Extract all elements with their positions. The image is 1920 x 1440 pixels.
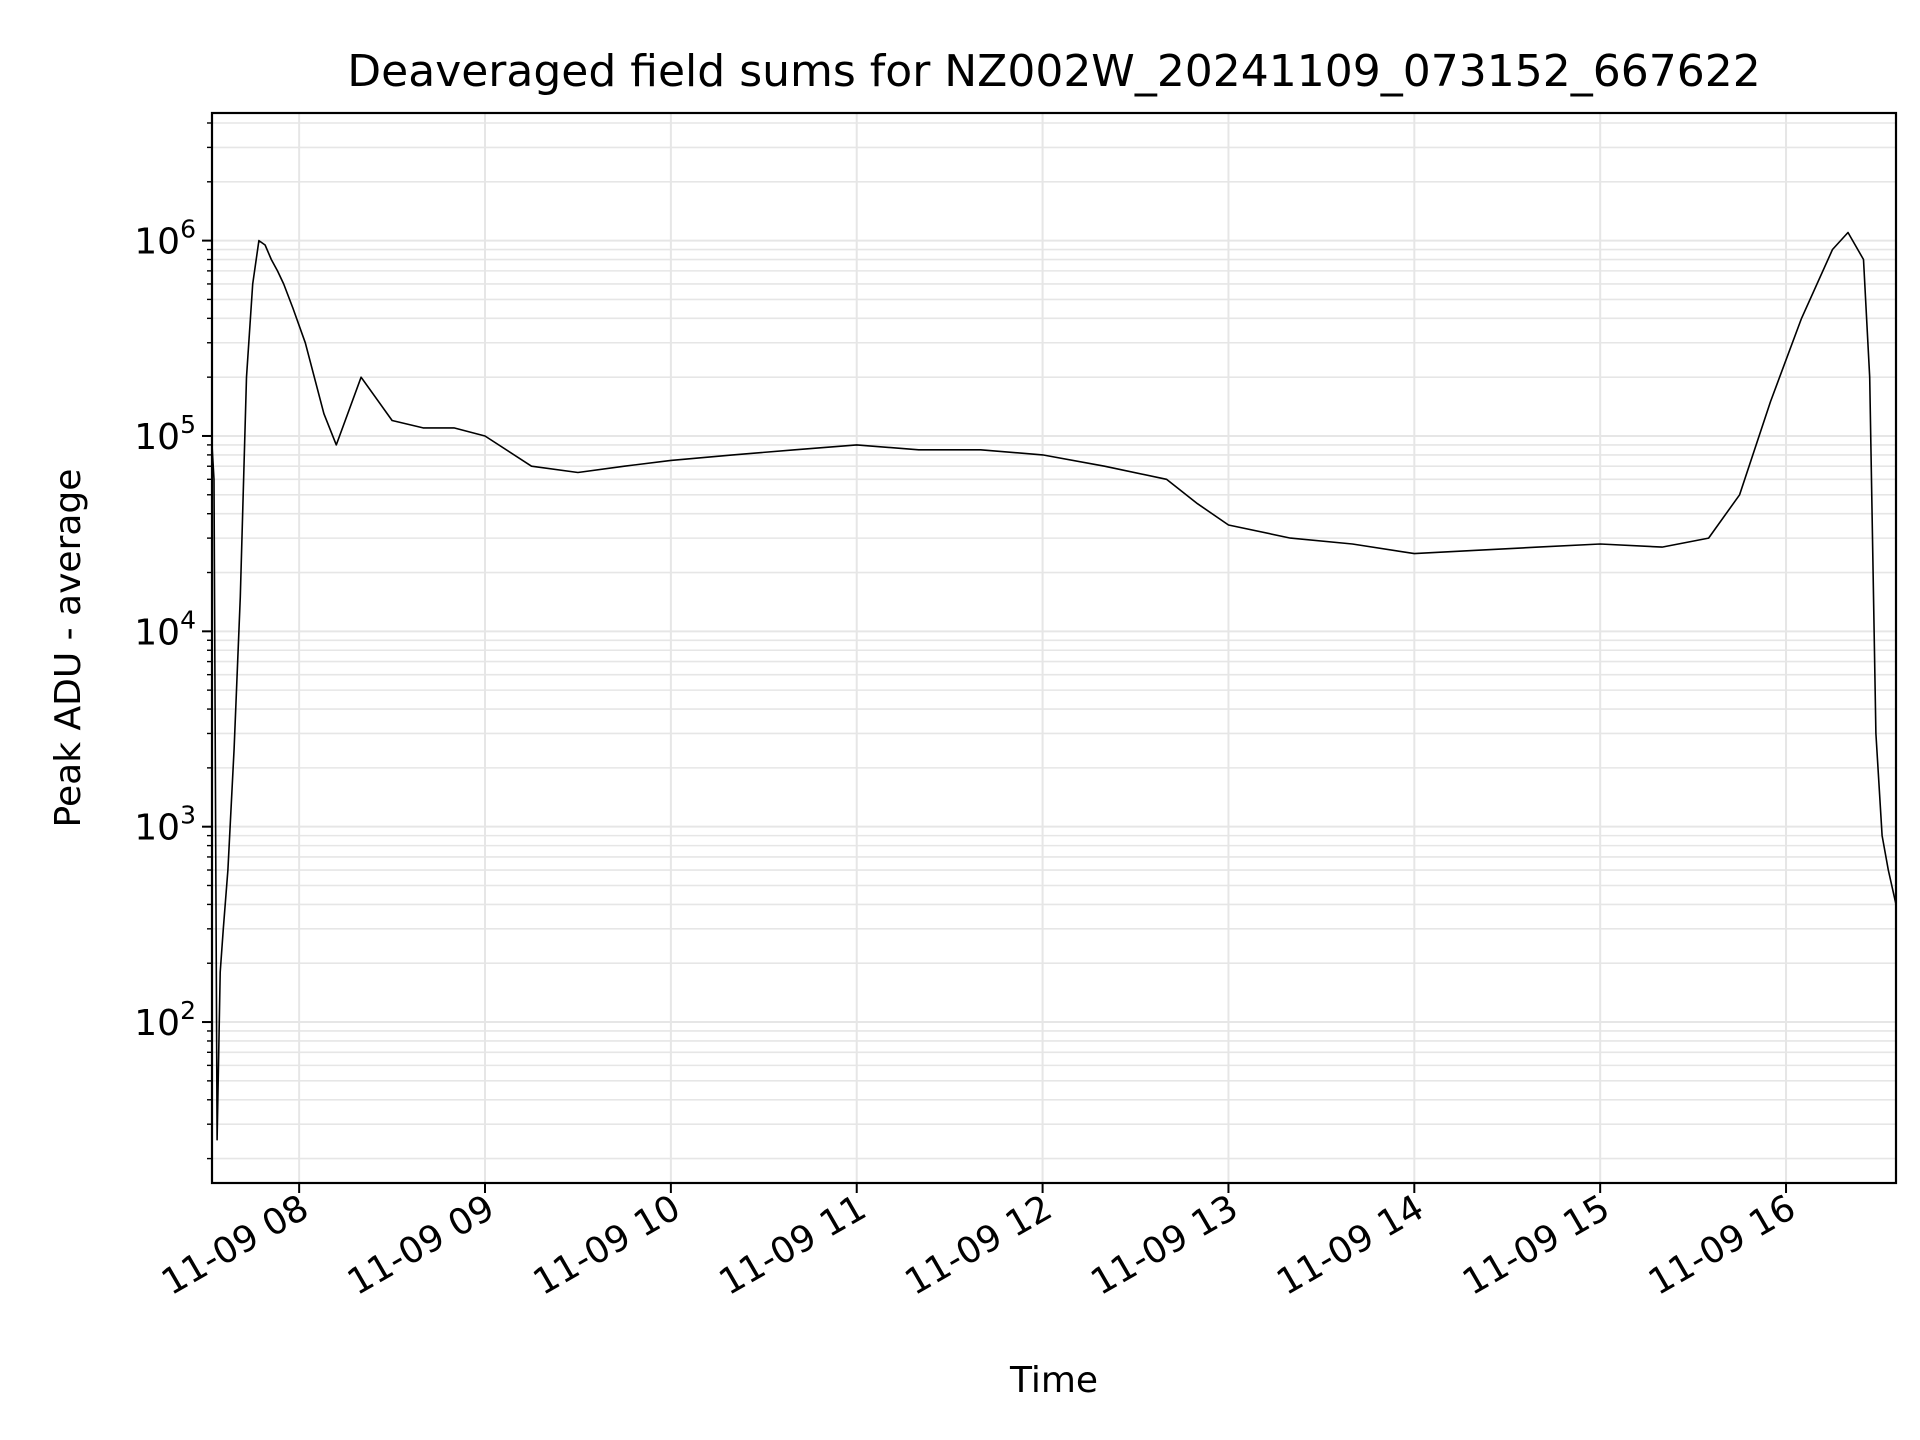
data-layer	[211, 231, 1897, 1141]
y-tick-label: 102	[134, 996, 196, 1044]
y-tick-label: 104	[134, 605, 196, 653]
y-tick-label: 105	[134, 410, 196, 458]
y-axis-label: Peak ADU - average	[48, 469, 89, 828]
series-line	[211, 231, 1897, 1141]
chart-title: Deaveraged field sums for NZ002W_2024110…	[347, 46, 1760, 97]
y-tick-label: 106	[134, 215, 196, 263]
plot-frame	[210, 111, 1898, 1185]
x-axis-label: Time	[1009, 1360, 1098, 1401]
grid	[212, 113, 1896, 1183]
y-tick-label: 103	[134, 801, 196, 849]
